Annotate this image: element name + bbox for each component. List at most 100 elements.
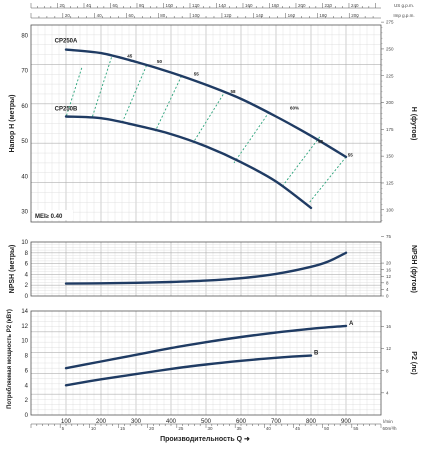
- efficiency-label: 58: [231, 89, 237, 94]
- m3h-tick-label: 50: [324, 426, 330, 431]
- imp-gpm-tick-label: 180: [319, 13, 327, 18]
- npsh-y2-tick-label: 20: [386, 261, 392, 266]
- m3h-tick-label: 30: [208, 426, 214, 431]
- power-y-tick-label: 14: [21, 309, 28, 315]
- head-y-tick-label: 50: [21, 139, 28, 145]
- mei-label: MEI≥ 0.40: [35, 214, 63, 220]
- x-tick-label: 800: [306, 419, 317, 425]
- power-y-tick-label: 8: [25, 354, 29, 360]
- head-y-axis-title: Напор H (метры): [9, 95, 16, 153]
- us-gpm-tick-label: 120: [192, 3, 200, 8]
- us-gpm-tick-label: 160: [245, 3, 253, 8]
- imp-gpm-tick-label: 120: [224, 13, 232, 18]
- power-y-tick-label: 12: [21, 324, 28, 330]
- x-axis-title: Производительность Q ➜: [160, 436, 250, 443]
- head-y2-tick-label: 175: [386, 127, 394, 132]
- power-y-tick-label: 2: [25, 398, 29, 404]
- efficiency-iso-line: [65, 67, 83, 118]
- m3h-tick-label: 60: [383, 426, 389, 431]
- head-y2-tick-label: 250: [386, 47, 394, 52]
- us-gpm-tick-label: 220: [324, 3, 332, 8]
- m3h-tick-label: 15: [120, 426, 126, 431]
- power-frame: [30, 310, 382, 416]
- imp-gpm-tick-label: 80: [160, 13, 166, 18]
- efficiency-label: 45: [127, 53, 133, 58]
- head-y-tick-label: 40: [21, 174, 28, 180]
- efficiency-iso-line: [91, 57, 112, 118]
- power-y2-tick-label: 16: [386, 324, 392, 329]
- npsh-y-axis-title: NPSH (метры): [9, 245, 16, 294]
- m3h-tick-label: 5: [62, 426, 65, 431]
- x-tick-label: 700: [271, 419, 282, 425]
- x-unit-label: l/min: [383, 419, 393, 424]
- power-y2-tick-label: 8: [386, 368, 389, 373]
- x-tick-label: 600: [236, 419, 247, 425]
- us-gpm-unit: US g.p.m.: [394, 3, 414, 8]
- imp-gpm-tick-label: 40: [97, 13, 103, 18]
- efficiency-label: 55: [194, 72, 200, 77]
- npsh-curve: [64, 251, 348, 285]
- npsh-y2-tick-label: 8: [386, 280, 389, 285]
- power-y-tick-label: 6: [25, 368, 29, 374]
- imp-gpm-tick-label: 160: [288, 13, 296, 18]
- m3h-tick-label: 45: [295, 426, 301, 431]
- m3h-tick-label: 20: [149, 426, 155, 431]
- head-y2-tick-label: 100: [386, 207, 394, 212]
- imp-gpm-tick-label: 200: [351, 13, 359, 18]
- us-gpm-tick-label: 140: [218, 3, 226, 8]
- npsh-y2-tick-label: 4: [386, 287, 389, 292]
- x-tick-label: 900: [341, 419, 352, 425]
- imp-gpm-tick-label: 140: [256, 13, 264, 18]
- m3h-tick-label: 10: [91, 426, 97, 431]
- npsh-y2-axis-title: NPSH (футов): [410, 245, 417, 293]
- us-gpm-tick-label: 240: [351, 3, 359, 8]
- npsh-y-tick-label: 4: [25, 272, 29, 278]
- us-gpm-tick-label: 40: [86, 3, 92, 8]
- head-y2-tick-label: 75: [386, 234, 392, 239]
- head-y2-tick-label: 275: [386, 20, 394, 25]
- efficiency-iso-line: [308, 156, 347, 203]
- efficiency-label: 60%: [290, 105, 299, 110]
- power-y-tick-label: 4: [25, 383, 29, 389]
- npsh-y-tick-label: 10: [21, 240, 28, 246]
- us-gpm-tick-label: 180: [271, 3, 279, 8]
- efficiency-iso-line: [121, 65, 147, 124]
- head-y-tick-label: 30: [21, 209, 28, 215]
- x-tick-label: 500: [201, 419, 212, 425]
- mei-label-bg: [33, 210, 73, 220]
- m3h-tick-label: 55: [353, 426, 359, 431]
- us-gpm-tick-label: 20: [59, 3, 65, 8]
- efficiency-label: 58: [318, 139, 324, 144]
- efficiency-iso-line: [193, 90, 226, 143]
- imp-gpm-tick-label: 20: [65, 13, 71, 18]
- us-gpm-tick-label: 200: [298, 3, 306, 8]
- power-curve-label-b: B: [314, 351, 319, 357]
- power-curve-label-a: A: [349, 321, 354, 327]
- npsh-y-tick-label: 8: [25, 251, 29, 257]
- head-frame: [30, 24, 382, 223]
- curve-label-cp250b: CP250B: [55, 106, 78, 112]
- head-y2-tick-label: 150: [386, 154, 394, 159]
- curve-label-cp250a: CP250A: [55, 39, 78, 45]
- head-y2-tick-label: 200: [386, 100, 394, 105]
- head-y2-tick-label: 225: [386, 73, 394, 78]
- power-y2-tick-label: 12: [386, 346, 392, 351]
- efficiency-iso-line: [233, 111, 270, 164]
- npsh-y2-tick-label: 0: [386, 294, 389, 299]
- m3h-tick-label: 40: [266, 426, 272, 431]
- imp-gpm-unit: Imp g.p.m.: [393, 13, 414, 18]
- x-tick-label: 300: [131, 419, 142, 425]
- x-tick-label: 200: [96, 419, 107, 425]
- power-y-axis-title: Потребляемая мощность P2 (кВт): [6, 309, 13, 409]
- x-tick-label: 100: [61, 419, 72, 425]
- efficiency-label: 55: [348, 153, 354, 158]
- npsh-y2-tick-label: 12: [386, 274, 392, 279]
- head-y-tick-label: 80: [21, 34, 28, 40]
- x-tick-label: 400: [166, 419, 177, 425]
- us-gpm-tick-label: 100: [165, 3, 173, 8]
- power-curve-a: [64, 324, 348, 370]
- imp-gpm-tick-label: 60: [128, 13, 134, 18]
- power-y-tick-label: 10: [21, 339, 28, 345]
- power-y2-axis-title: P2 (лс): [410, 351, 417, 374]
